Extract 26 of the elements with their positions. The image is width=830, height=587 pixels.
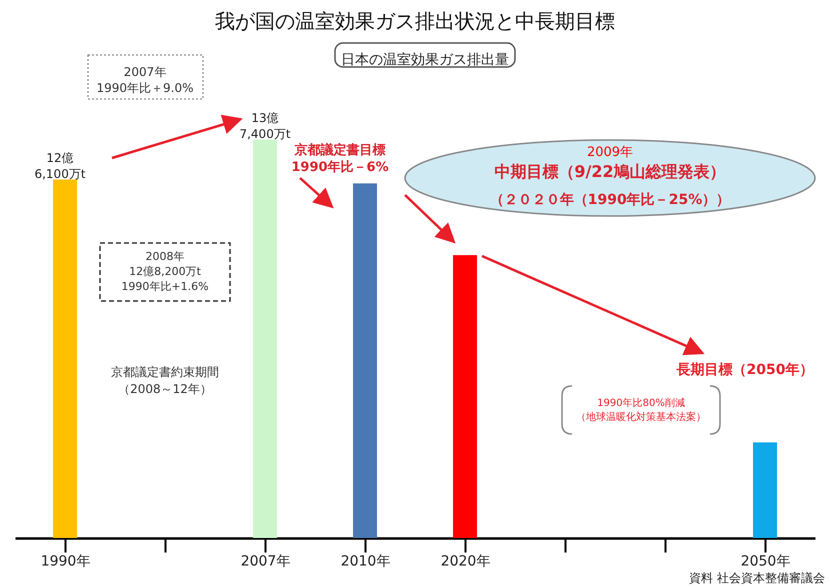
text: 日本の温室効果ガス排出量 [341, 52, 509, 68]
annotation: 長期目標（2050年） [676, 362, 814, 378]
x-tick-label: 2020年 [440, 554, 490, 570]
annotation: 2008年 12億8,200万t 1990年比+1.6% [121, 250, 209, 293]
bar [353, 183, 377, 538]
text: 資料 社会資本整備審議会 [689, 571, 825, 585]
annotation: （地球温暖化対策基本法案） [576, 411, 706, 423]
bar [53, 179, 77, 538]
annotation: （２０２０年（1990年比－25%）） [490, 192, 730, 208]
x-tick-label: 1990年 [40, 554, 90, 570]
annotation: 京都議定書目標 1990年比－6% [291, 142, 389, 175]
annotation: 1990年比80%削減 [597, 397, 685, 409]
bar [753, 442, 777, 538]
annotation: 13億 7,400万t [239, 111, 291, 141]
x-tick-label: 2050年 [740, 554, 790, 570]
annotation: 2009年 [586, 145, 634, 160]
annotation: 京都議定書約束期間 [111, 365, 219, 379]
chart-title: 我が国の温室効果ガス排出状況と中長期目標 [215, 9, 615, 33]
bar [253, 140, 277, 538]
annotation: 12億 6,100万t [34, 151, 86, 181]
x-tick-label: 2010年 [340, 554, 390, 570]
text: 2007年 1990年比＋9.0% [96, 65, 194, 95]
bar [453, 255, 477, 538]
annotation: （2008～12年） [118, 382, 212, 396]
annotation: 中期目標（9/22鳩山総理発表） [494, 162, 726, 181]
x-tick-label: 2007年 [240, 554, 290, 570]
